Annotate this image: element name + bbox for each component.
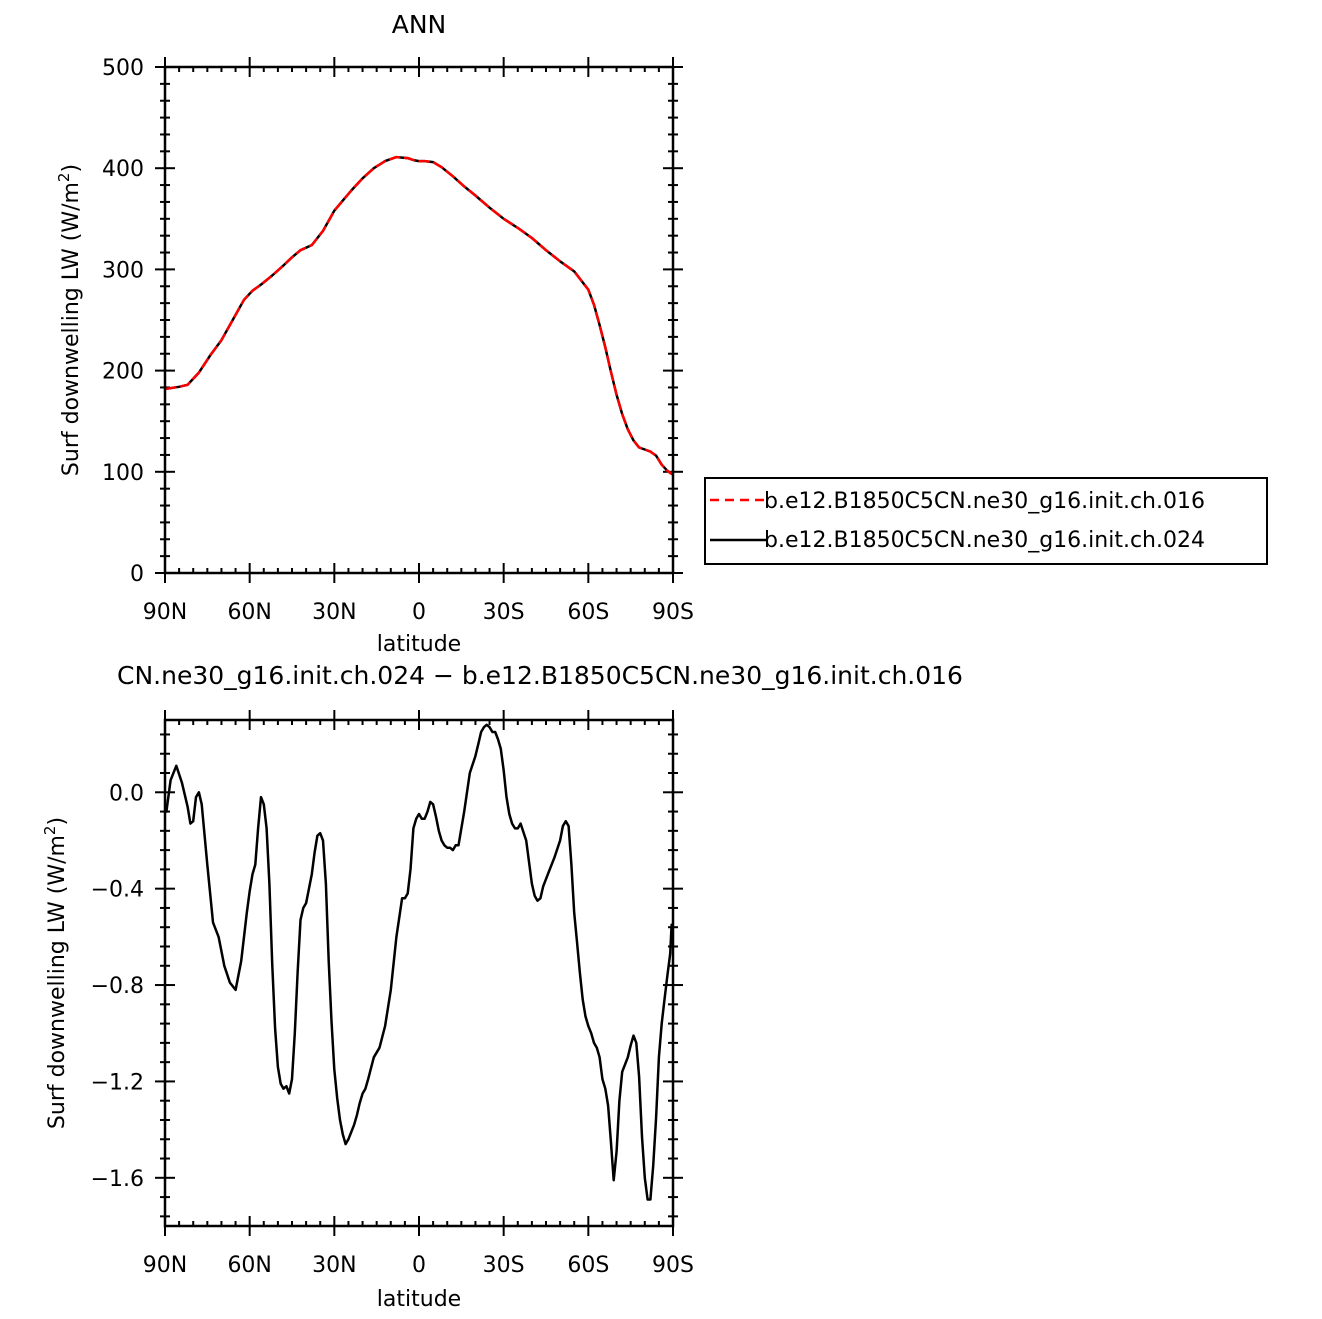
legend: b.e12.B1850C5CN.ne30_g16.init.ch.016 b.e… xyxy=(704,477,1268,565)
y-tick-label: 100 xyxy=(102,461,144,486)
x-axis-label: latitude xyxy=(377,1287,461,1312)
plot-frame xyxy=(163,718,675,1228)
x-tick-label: 90S xyxy=(652,1253,694,1278)
x-tick-label: 60N xyxy=(227,1253,271,1278)
difference-title: CN.ne30_g16.init.ch.024 − b.e12.B1850C5C… xyxy=(117,661,963,690)
y-tick-label: 0.0 xyxy=(109,781,144,806)
legend-label-016: b.e12.B1850C5CN.ne30_g16.init.ch.016 xyxy=(764,489,1205,514)
y-axis-label-text: Surf downwelling LW (W/m xyxy=(45,835,70,1129)
y-tick-label: −1.6 xyxy=(91,1167,144,1192)
y-tick-label: 400 xyxy=(102,157,144,182)
x-tick-label: 30S xyxy=(483,600,525,625)
x-tick-label: 90N xyxy=(143,600,187,625)
x-tick-label: 0 xyxy=(412,600,426,625)
y-axis-label-close: ) xyxy=(45,817,70,826)
series-line-difference xyxy=(165,723,673,1201)
x-tick-label: 30N xyxy=(312,1253,356,1278)
panel-top: ANN Surf downwelling LW (W/m2) 90N 60N 30N… xyxy=(55,10,694,657)
legend-label-024: b.e12.B1850C5CN.ne30_g16.init.ch.024 xyxy=(764,528,1205,553)
plot-area: 90N 60N 30N 0 30S 60S 90S −1.6 −1.2 −0.8 −0.4 0.0 xyxy=(91,710,694,1278)
svg-text:Surf downwelling LW (W/m2): Surf downwelling LW (W/m2) xyxy=(41,817,70,1129)
x-tick-label: 30S xyxy=(483,1253,525,1278)
y-tick-label: −0.8 xyxy=(91,974,144,999)
x-tick-label: 90N xyxy=(143,1253,187,1278)
y-tick-label: 0 xyxy=(130,562,144,587)
y-axis-label: Surf downwelling LW (W/m2) xyxy=(55,164,84,476)
x-tick-label: 90S xyxy=(652,600,694,625)
x-tick-label: 60S xyxy=(567,600,609,625)
x-tick-label: 60N xyxy=(227,600,271,625)
y-axis-label: Surf downwelling LW (W/m2) xyxy=(41,817,70,1129)
legend-box xyxy=(704,477,1268,565)
panel-bottom: CN.ne30_g16.init.ch.024 − b.e12.B1850C5C… xyxy=(41,661,963,1312)
y-tick-label: 200 xyxy=(102,360,144,385)
y-axis-label-superscript: 2 xyxy=(55,173,73,183)
svg-text:Surf downwelling LW (W/m2): Surf downwelling LW (W/m2) xyxy=(55,164,84,476)
y-tick-label: −0.4 xyxy=(91,878,144,903)
y-axis-label-text: Surf downwelling LW (W/m xyxy=(59,182,84,476)
y-axis-label-close: ) xyxy=(59,164,84,173)
x-axis-label: latitude xyxy=(377,632,461,657)
chart-title: ANN xyxy=(392,10,447,39)
x-tick-label: 0 xyxy=(412,1253,426,1278)
x-tick-label: 60S xyxy=(567,1253,609,1278)
x-tick-label: 30N xyxy=(312,600,356,625)
series-line-ch016 xyxy=(165,155,673,476)
y-axis-label-superscript: 2 xyxy=(41,826,59,836)
plot-area: 90N 60N 30N 0 30S 60S 90S 0 100 200 300 400 500 xyxy=(102,56,694,625)
y-tick-label: 300 xyxy=(102,258,144,283)
y-tick-label: −1.2 xyxy=(91,1070,144,1095)
y-tick-label: 500 xyxy=(102,56,144,81)
series-lines xyxy=(165,723,673,1201)
plot-frame xyxy=(163,65,675,575)
series-lines xyxy=(165,155,673,476)
